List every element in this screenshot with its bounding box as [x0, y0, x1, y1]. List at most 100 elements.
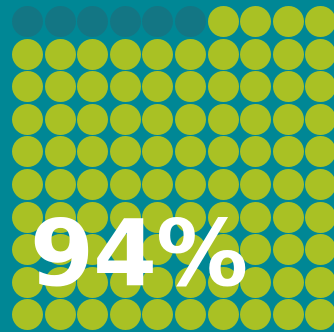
dot-highlighted [44, 266, 76, 298]
dot-highlighted [272, 38, 304, 70]
dot-highlighted [240, 38, 272, 70]
dot-highlighted [305, 6, 334, 37]
dot-highlighted [44, 299, 76, 331]
dot-highlighted [272, 234, 304, 266]
dot-highlighted [175, 234, 206, 266]
dot-highlighted [305, 266, 334, 298]
dot-highlighted [272, 266, 304, 298]
dot-highlighted [272, 299, 304, 331]
dot-highlighted [207, 136, 239, 168]
dot-highlighted [142, 136, 174, 168]
dot-highlighted [77, 103, 109, 135]
dot-highlighted [142, 201, 174, 233]
dot-highlighted [175, 299, 206, 331]
dot-highlighted [240, 169, 272, 200]
dot-highlighted [272, 136, 304, 168]
dot-highlighted [12, 201, 43, 233]
dot-highlighted [77, 71, 109, 103]
dot-highlighted [77, 169, 109, 200]
dot-highlighted [305, 136, 334, 168]
dot-highlighted [142, 169, 174, 200]
dot-highlighted [175, 136, 206, 168]
dot-highlighted [240, 299, 272, 331]
dot-highlighted [175, 169, 206, 200]
dot-muted [109, 6, 141, 37]
dot-muted [77, 6, 109, 37]
dot-highlighted [109, 38, 141, 70]
dot-highlighted [240, 103, 272, 135]
dot-muted [44, 6, 76, 37]
dot-highlighted [240, 201, 272, 233]
dot-highlighted [272, 71, 304, 103]
dot-highlighted [12, 266, 43, 298]
dot-muted [175, 6, 206, 37]
dot-highlighted [77, 136, 109, 168]
dot-highlighted [109, 299, 141, 331]
dot-highlighted [12, 299, 43, 331]
dot-highlighted [272, 201, 304, 233]
dot-highlighted [12, 71, 43, 103]
dot-highlighted [305, 38, 334, 70]
dot-highlighted [207, 38, 239, 70]
dot-highlighted [12, 103, 43, 135]
dot-highlighted [240, 71, 272, 103]
dot-highlighted [109, 201, 141, 233]
dot-highlighted [240, 6, 272, 37]
dot-highlighted [207, 71, 239, 103]
dot-highlighted [44, 136, 76, 168]
dot-highlighted [77, 234, 109, 266]
dot-highlighted [109, 103, 141, 135]
dot-highlighted [305, 169, 334, 200]
dot-muted [12, 6, 43, 37]
dot-highlighted [142, 266, 174, 298]
dot-highlighted [207, 299, 239, 331]
dot-highlighted [207, 266, 239, 298]
dot-highlighted [77, 201, 109, 233]
dot-highlighted [142, 71, 174, 103]
dot-highlighted [175, 266, 206, 298]
dot-highlighted [142, 103, 174, 135]
dot-highlighted [207, 201, 239, 233]
dot-highlighted [240, 266, 272, 298]
dot-highlighted [305, 299, 334, 331]
dot-highlighted [272, 6, 304, 37]
dot-highlighted [77, 266, 109, 298]
dot-highlighted [109, 136, 141, 168]
dot-highlighted [305, 234, 334, 266]
dot-highlighted [77, 38, 109, 70]
dot-highlighted [207, 103, 239, 135]
dot-highlighted [44, 71, 76, 103]
dot-highlighted [109, 169, 141, 200]
dot-highlighted [207, 6, 239, 37]
dot-highlighted [12, 234, 43, 266]
dot-highlighted [44, 234, 76, 266]
dot-highlighted [77, 299, 109, 331]
dot-highlighted [272, 169, 304, 200]
dot-highlighted [142, 38, 174, 70]
dot-highlighted [240, 234, 272, 266]
dot-highlighted [240, 136, 272, 168]
dot-highlighted [305, 201, 334, 233]
dot-highlighted [207, 169, 239, 200]
dot-highlighted [175, 201, 206, 233]
dot-highlighted [109, 234, 141, 266]
dot-muted [142, 6, 174, 37]
dot-highlighted [142, 299, 174, 331]
dot-highlighted [12, 38, 43, 70]
dot-highlighted [44, 201, 76, 233]
dot-highlighted [44, 169, 76, 200]
dot-highlighted [142, 234, 174, 266]
dot-highlighted [109, 71, 141, 103]
percentage-value: 94% [30, 200, 248, 307]
dot-highlighted [44, 38, 76, 70]
dot-highlighted [175, 38, 206, 70]
dot-highlighted [12, 136, 43, 168]
dot-highlighted [272, 103, 304, 135]
dot-highlighted [207, 234, 239, 266]
dot-highlighted [109, 266, 141, 298]
dot-highlighted [12, 169, 43, 200]
dot-highlighted [44, 103, 76, 135]
dot-highlighted [175, 103, 206, 135]
dot-highlighted [305, 103, 334, 135]
